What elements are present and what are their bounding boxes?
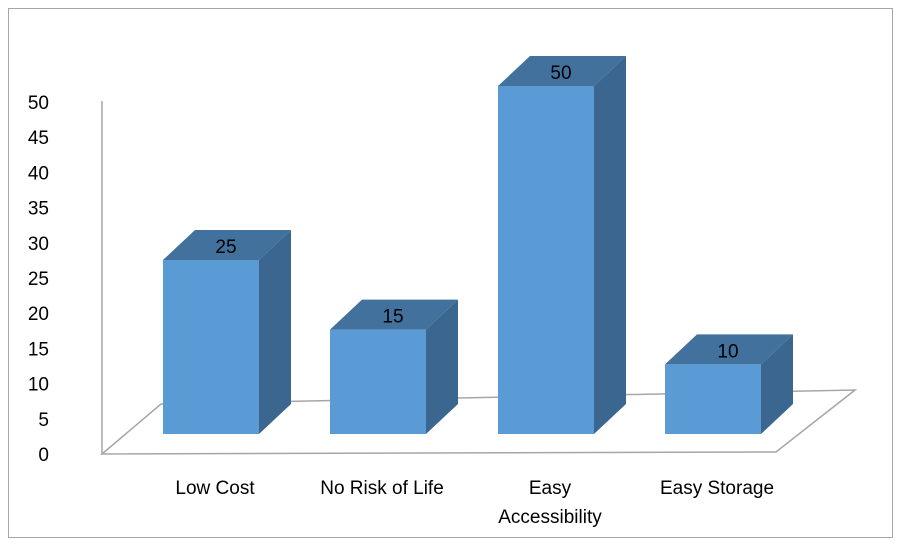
bar <box>665 334 793 434</box>
bar-front-face <box>665 364 761 434</box>
bar <box>498 56 626 434</box>
data-label: 25 <box>215 237 236 258</box>
y-tick-label: 40 <box>28 163 49 184</box>
category-label: Easy Storage <box>660 478 774 499</box>
bar-top-face <box>163 230 291 260</box>
category-labels: Low Cost No Risk of Life Easy Accessibility… <box>175 478 774 528</box>
y-tick-label: 30 <box>28 234 49 255</box>
data-labels: 25 15 50 10 <box>215 63 738 362</box>
category-label: No Risk of Life <box>320 478 444 499</box>
category-label: Low Cost <box>175 478 255 499</box>
y-tick-label: 15 <box>28 339 49 360</box>
bar-side-face <box>594 56 626 434</box>
bar <box>163 230 291 434</box>
bar-top-face <box>498 56 626 86</box>
y-tick-label: 45 <box>28 128 49 149</box>
y-tick-label: 10 <box>28 375 49 396</box>
category-label: Easy Accessibility <box>498 478 602 528</box>
bars <box>163 56 793 434</box>
bar-front-face <box>498 86 594 434</box>
y-tick-label: 5 <box>38 410 49 431</box>
bar-side-face <box>259 230 291 434</box>
bar-front-face <box>163 260 259 434</box>
floor-plane <box>99 389 858 455</box>
y-tick-label: 20 <box>28 304 49 325</box>
bar-front-face <box>330 329 426 434</box>
data-label: 50 <box>550 63 571 84</box>
bar-top-face <box>330 299 458 330</box>
bar-top-face <box>665 334 793 365</box>
chart-border <box>8 8 893 538</box>
bar-side-face <box>426 299 458 434</box>
y-tick-label: 50 <box>28 93 49 114</box>
bar <box>330 299 458 434</box>
bar-side-face <box>761 334 793 434</box>
y-tick-label: 0 <box>38 445 49 466</box>
chart-floor <box>99 389 858 455</box>
y-tick-labels: 0 5 10 15 20 25 30 35 40 45 50 <box>28 93 49 466</box>
y-tick-label: 35 <box>28 199 49 220</box>
data-label: 10 <box>717 341 738 362</box>
y-tick-label: 25 <box>28 269 49 290</box>
data-label: 15 <box>382 307 403 328</box>
